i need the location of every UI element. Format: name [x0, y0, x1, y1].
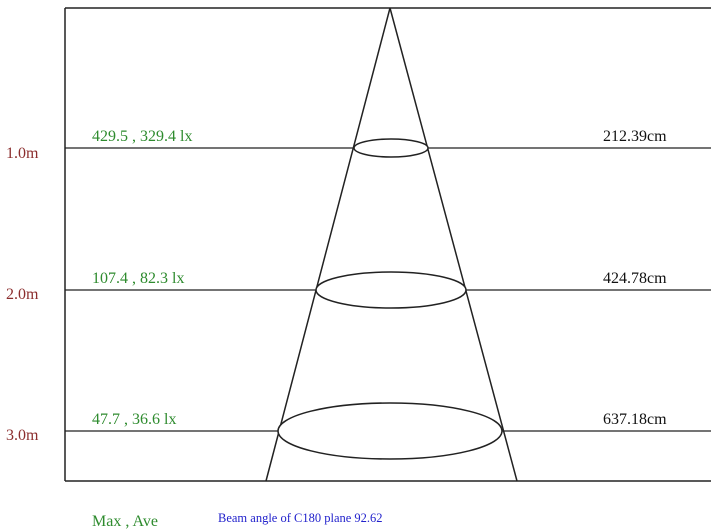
beam-ellipse-1m [353, 138, 429, 158]
distance-label-3m: 3.0m [6, 427, 39, 444]
beam-ellipse-2m [315, 271, 467, 309]
max-ave-legend: Max , Ave [92, 513, 158, 530]
illuminance-label-2m: 107.4 , 82.3 lx [92, 270, 184, 287]
illuminance-label-1m: 429.5 , 329.4 lx [92, 128, 192, 145]
beam-cone-left-edge [265, 7, 391, 482]
illuminance-label-3m: 47.7 , 36.6 lx [92, 411, 176, 428]
beam-cone-right-edge [389, 7, 518, 482]
beam-ellipse-3m [277, 402, 503, 460]
distance-label-2m: 2.0m [6, 286, 39, 303]
beam-angle-caption: Beam angle of C180 plane 92.62 [218, 511, 383, 525]
diameter-label-1m: 212.39cm [603, 128, 667, 145]
diameter-label-2m: 424.78cm [603, 270, 667, 287]
diameter-label-3m: 637.18cm [603, 411, 667, 428]
distance-label-1m: 1.0m [6, 145, 39, 162]
